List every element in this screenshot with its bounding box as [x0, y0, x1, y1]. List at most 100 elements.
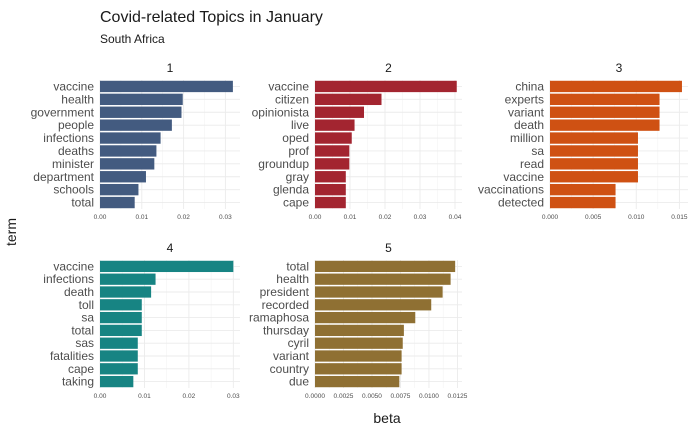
facet-panel-1: 0.00 0.01 0.02 0.03 vaccinehealthgovernmentp… — [31, 61, 240, 221]
bar-vaccine — [550, 171, 638, 183]
term-label: taking — [62, 375, 94, 389]
term-label: variant — [273, 349, 310, 363]
term-label: deaths — [58, 144, 94, 158]
bar-vaccinations — [550, 183, 616, 196]
x-tick-label: 0.02 — [183, 393, 196, 400]
chart-title: Covid-related Topics in January — [100, 9, 323, 26]
term-label: government — [31, 105, 95, 119]
x-tick-label: 0.005 — [585, 214, 602, 221]
bar-country — [315, 363, 402, 375]
bar-live — [315, 119, 355, 131]
bar-recorded — [315, 299, 432, 311]
bar-death — [550, 119, 660, 131]
term-label: china — [515, 79, 544, 93]
bar-cyril — [315, 337, 403, 349]
term-label: glenda — [273, 183, 309, 197]
x-tick-label: 0.02 — [379, 214, 392, 221]
x-tick-label: 0.0075 — [391, 393, 411, 400]
x-tick-label: 0.02 — [177, 214, 190, 221]
x-tick-label: 0.010 — [628, 214, 645, 221]
term-label: detected — [498, 196, 544, 210]
term-label: fatalities — [50, 349, 94, 363]
x-tick-label: 0.0100 — [419, 393, 439, 400]
x-tick-label: 0.01 — [344, 214, 357, 221]
term-label: people — [58, 118, 94, 132]
term-label: recorded — [262, 298, 309, 312]
bar-death — [100, 286, 152, 298]
facet-strip-label: 1 — [167, 61, 174, 75]
facet-panel-5: 0.0000 0.0025 0.0050 0.0075 0.0100 0.0125 tota… — [249, 241, 468, 400]
term-label: health — [276, 272, 309, 286]
bar-opinionista — [315, 106, 364, 118]
x-tick-label: 0.04 — [449, 214, 462, 221]
term-label: ramaphosa — [249, 311, 309, 325]
facet-panels: 0.00 0.01 0.02 0.03vaccinehealthgovernmentp… — [31, 61, 688, 400]
bar-experts — [550, 93, 660, 106]
term-label: country — [270, 362, 309, 376]
term-label: total — [71, 323, 94, 337]
term-label: sa — [531, 144, 544, 158]
bar-thursday — [315, 324, 404, 337]
bar-due — [315, 375, 400, 388]
x-tick-label: 0.0000 — [305, 393, 325, 400]
facet-strip-label: 2 — [385, 61, 392, 75]
term-label: sa — [81, 311, 94, 325]
term-label: death — [64, 285, 94, 299]
bar-china — [550, 80, 682, 93]
term-label: department — [33, 170, 94, 184]
bar-sa — [100, 311, 142, 324]
x-tick-label: 0.0125 — [447, 393, 467, 400]
bar-citizen — [315, 93, 382, 106]
term-label: vaccine — [53, 259, 94, 273]
bar-taking — [100, 375, 134, 388]
term-label: president — [260, 285, 310, 299]
term-label: total — [71, 196, 94, 210]
term-label: experts — [505, 92, 544, 106]
term-label: million — [510, 131, 544, 145]
bar-infections — [100, 273, 156, 285]
bar-million — [550, 132, 638, 144]
term-label: schools — [53, 183, 94, 197]
x-tick-label: 0.00 — [94, 393, 107, 400]
bar-infections — [100, 132, 161, 144]
term-label: oped — [282, 131, 309, 145]
bar-total — [100, 196, 135, 209]
bar-cape — [315, 196, 346, 209]
term-label: due — [289, 375, 309, 389]
bar-ramaphosa — [315, 311, 416, 324]
term-label: gray — [286, 170, 309, 184]
term-label: vaccine — [53, 79, 94, 93]
term-label: infections — [43, 131, 94, 145]
bar-vaccine — [100, 260, 234, 273]
y-axis-title: term — [3, 218, 19, 246]
term-label: vaccine — [503, 170, 544, 184]
bar-glenda — [315, 183, 346, 196]
facet-panel-2: 0.00 0.01 0.02 0.03 0.04 vaccinecitizenopinio… — [252, 61, 462, 221]
term-label: minister — [52, 157, 94, 171]
x-axis-title: beta — [373, 410, 400, 426]
bar-minister — [100, 158, 155, 170]
term-label: cape — [283, 196, 309, 210]
bar-groundup — [315, 158, 350, 170]
term-label: variant — [508, 105, 545, 119]
bar-president — [315, 286, 443, 298]
bar-health — [315, 273, 451, 285]
x-tick-label: 0.015 — [671, 214, 688, 221]
bar-cape — [100, 363, 138, 375]
x-tick-label: 0.000 — [542, 214, 559, 221]
term-label: groundup — [258, 157, 309, 171]
x-tick-label: 0.03 — [414, 214, 427, 221]
bar-variant — [315, 350, 402, 362]
term-label: toll — [79, 298, 94, 312]
term-label: total — [286, 259, 309, 273]
bar-deaths — [100, 145, 157, 157]
bar-people — [100, 119, 172, 131]
bar-department — [100, 171, 146, 183]
bar-detected — [550, 196, 616, 209]
facet-strip-label: 5 — [385, 241, 392, 255]
facet-panel-4: 0.00 0.01 0.02 0.03vaccineinfectionsdeathto… — [43, 241, 240, 400]
bar-schools — [100, 183, 139, 196]
x-tick-label: 0.01 — [135, 214, 148, 221]
